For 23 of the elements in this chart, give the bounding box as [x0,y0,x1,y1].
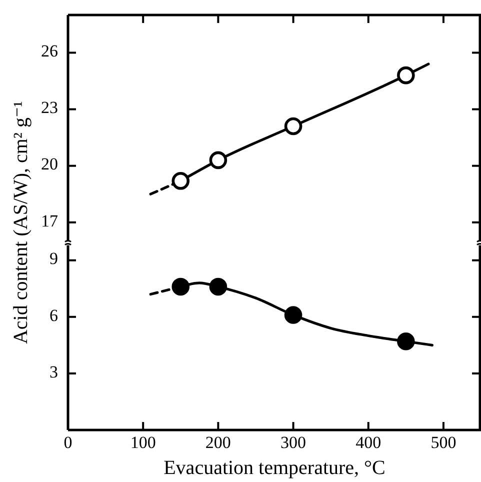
x-tick-label: 400 [356,433,382,452]
x-tick-label: 200 [205,433,231,452]
y-tick-label: 9 [50,249,58,268]
point [172,278,190,296]
y-tick-label: 3 [50,362,58,382]
point [209,278,228,296]
point [284,117,302,136]
point [209,151,228,170]
y-tick-label: 23 [41,98,58,118]
y-tick-label: 6 [50,306,58,325]
point [284,306,302,324]
point [172,172,190,190]
x-tick-label: 300 [280,433,306,452]
y-tick-label: 20 [41,154,58,174]
point [397,66,415,84]
point [397,332,415,350]
x-axis-title: Evacuation temperature, °C [164,457,386,479]
y-axis-title: Acid content (AS/W), cm² g⁻¹ [10,100,32,344]
x-tick-label: 100 [130,433,156,452]
y-tick-label: 26 [41,42,58,61]
y-tick-label: 17 [41,211,58,230]
x-tick-label: 500 [430,433,456,452]
x-tick-label: 0 [64,433,72,452]
